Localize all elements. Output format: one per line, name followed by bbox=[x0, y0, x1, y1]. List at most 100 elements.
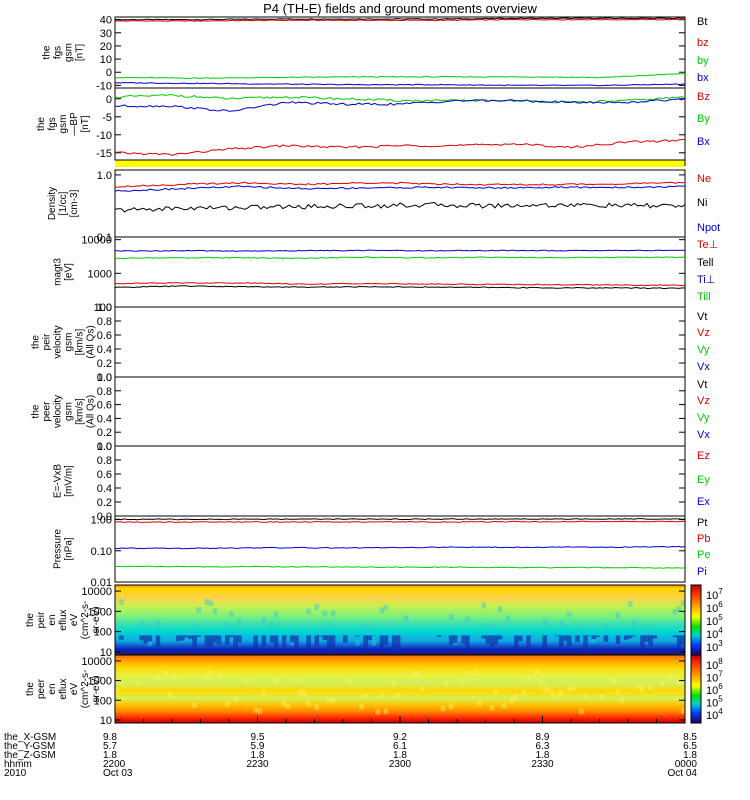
panel-5: 1.0 0.8 0.6 0.4 0.2 0.0 the peir velocity gsm [km/… bbox=[31, 302, 711, 384]
panel-8: 1.00 0.10 0.01 Pressure [nPa] Pt Pb Pe Pi bbox=[53, 515, 711, 589]
spectrogram-texture bbox=[566, 686, 572, 692]
spectrogram-texture bbox=[534, 669, 539, 676]
legend-entry: Ex bbox=[697, 496, 710, 508]
spectrogram-texture bbox=[253, 707, 258, 713]
legend-entry: Npot bbox=[697, 222, 720, 234]
spectrogram-texture bbox=[229, 635, 234, 638]
y-tick-label: 0.2 bbox=[97, 497, 112, 509]
spectrogram-texture bbox=[632, 635, 637, 637]
spectrogram-texture bbox=[180, 635, 185, 641]
legend-entry: Tell bbox=[697, 257, 714, 269]
spectrogram-texture bbox=[188, 635, 193, 639]
spectrogram-texture bbox=[416, 671, 421, 677]
spectrogram-texture bbox=[261, 690, 267, 696]
spectrogram-texture bbox=[558, 635, 564, 648]
x-column-value: 9.2 bbox=[393, 732, 407, 743]
x-column-value: 2300 bbox=[389, 759, 412, 770]
spectrogram-8 bbox=[115, 585, 686, 655]
y-tick-label: 0 bbox=[106, 67, 112, 79]
spectrogram-texture bbox=[444, 680, 450, 687]
y-axis-label-line: the bbox=[42, 45, 53, 59]
spectrogram-texture bbox=[139, 621, 144, 627]
spectrogram-texture bbox=[147, 635, 153, 642]
x-column-value: 1.8 bbox=[103, 750, 117, 761]
y-tick-label: 0.10 bbox=[91, 546, 112, 558]
spectrogram-texture bbox=[640, 686, 645, 692]
spectrogram-texture bbox=[448, 703, 454, 710]
y-axis-label-line: fgs bbox=[53, 46, 64, 59]
y-axis-label-line: Density bbox=[47, 187, 58, 220]
x-axis-annotations: the_X-GSMthe_Y-GSMthe_Z-GSMhhmm20109.85.… bbox=[4, 716, 697, 779]
spectrogram-texture bbox=[465, 635, 470, 649]
spectrogram-texture bbox=[326, 635, 332, 649]
panel-2: 0 -5 -10 -15 the fgs gsm —BP [nT] Bz By Bx bbox=[36, 87, 710, 161]
spectrogram-texture bbox=[465, 616, 470, 623]
y-axis-label-line: [km/s] bbox=[75, 328, 86, 355]
spectrogram-texture bbox=[603, 635, 609, 642]
y-axis-label-line: [nT] bbox=[75, 44, 86, 61]
colorbar-tick-label: 106 bbox=[706, 600, 723, 615]
legend-entry: bz bbox=[697, 37, 709, 49]
x-row-label: the_Y-GSM bbox=[4, 741, 55, 752]
spectrogram-texture bbox=[224, 622, 230, 629]
y-axis-label: the fgs gsm [nT] bbox=[42, 43, 86, 62]
y-tick-label: 0.4 bbox=[97, 413, 112, 425]
spectrogram-texture bbox=[619, 697, 625, 703]
spectrogram-texture bbox=[306, 635, 311, 650]
spectrogram-texture bbox=[147, 640, 153, 647]
y-tick-label: 0.01 bbox=[91, 577, 112, 589]
y-axis-label-line: [nT] bbox=[80, 115, 91, 132]
y-axis-label: the peir en eflux eV (cm^2-s-sr-eV) bbox=[25, 601, 102, 640]
y-tick-label: -5 bbox=[102, 112, 112, 124]
spectrogram-texture bbox=[680, 600, 686, 606]
y-tick-label: 0.0 bbox=[97, 441, 112, 453]
spectrogram-texture bbox=[253, 635, 258, 651]
series-line-Ti⊥ bbox=[115, 249, 685, 252]
y-axis-label-line: [eV] bbox=[64, 263, 75, 281]
y-axis-label-line: —BP bbox=[69, 112, 80, 136]
spectrogram-texture bbox=[542, 685, 548, 692]
spectrogram-texture bbox=[314, 704, 320, 710]
spectrogram-texture bbox=[163, 670, 169, 677]
spectrogram-texture bbox=[591, 637, 596, 643]
x-column-value: 1.8 bbox=[251, 750, 265, 761]
legend-entry: Vt bbox=[697, 311, 707, 323]
spectrogram-texture bbox=[155, 635, 161, 648]
spectrogram-texture bbox=[233, 626, 238, 632]
spectrogram-texture bbox=[509, 697, 515, 704]
y-axis-label: the peer en eflux eV (cm^2-s-sr-eV) bbox=[25, 670, 102, 709]
x-column-value: Oct 04 bbox=[668, 768, 698, 779]
spectrogram-texture bbox=[615, 689, 621, 695]
spectrogram-texture bbox=[668, 674, 674, 680]
y-axis-label-line: E=-VxB bbox=[53, 464, 64, 499]
spectrogram-texture bbox=[615, 612, 621, 618]
spectrogram-texture bbox=[229, 611, 234, 617]
spectrogram-texture bbox=[290, 635, 295, 643]
spectrogram-texture bbox=[379, 607, 385, 613]
spectrogram-texture bbox=[412, 671, 417, 677]
legend-entry: Ti⊥ bbox=[697, 274, 715, 286]
spectrogram-texture bbox=[155, 620, 161, 626]
spectrogram-texture bbox=[371, 640, 377, 646]
legend-entry: Vy bbox=[697, 344, 710, 356]
y-tick-label: 10000 bbox=[81, 235, 112, 247]
legend-entry: Bz bbox=[697, 91, 710, 103]
spectrogram-texture bbox=[648, 635, 653, 646]
spectrogram-texture bbox=[676, 606, 682, 612]
x-column-value: 8.5 bbox=[683, 732, 697, 743]
legend-entry: Te⊥ bbox=[697, 239, 718, 251]
y-axis-label-line: en bbox=[47, 614, 58, 625]
spectrogram-texture bbox=[538, 680, 543, 686]
spectrogram-texture bbox=[330, 635, 336, 651]
colorbar-tick-label: 103 bbox=[706, 639, 723, 654]
spectrogram-texture bbox=[615, 635, 621, 644]
spectrogram-texture bbox=[269, 621, 275, 628]
spectrogram-texture bbox=[379, 635, 385, 649]
spectrogram-texture bbox=[583, 693, 588, 699]
spectrogram-texture bbox=[212, 635, 218, 643]
spectrogram-texture bbox=[119, 599, 124, 605]
spectrogram-texture bbox=[167, 692, 173, 698]
y-axis-label-line: en bbox=[47, 683, 58, 694]
series-line-Npot bbox=[114, 185, 686, 192]
x-column-value: 0000 bbox=[675, 759, 698, 770]
